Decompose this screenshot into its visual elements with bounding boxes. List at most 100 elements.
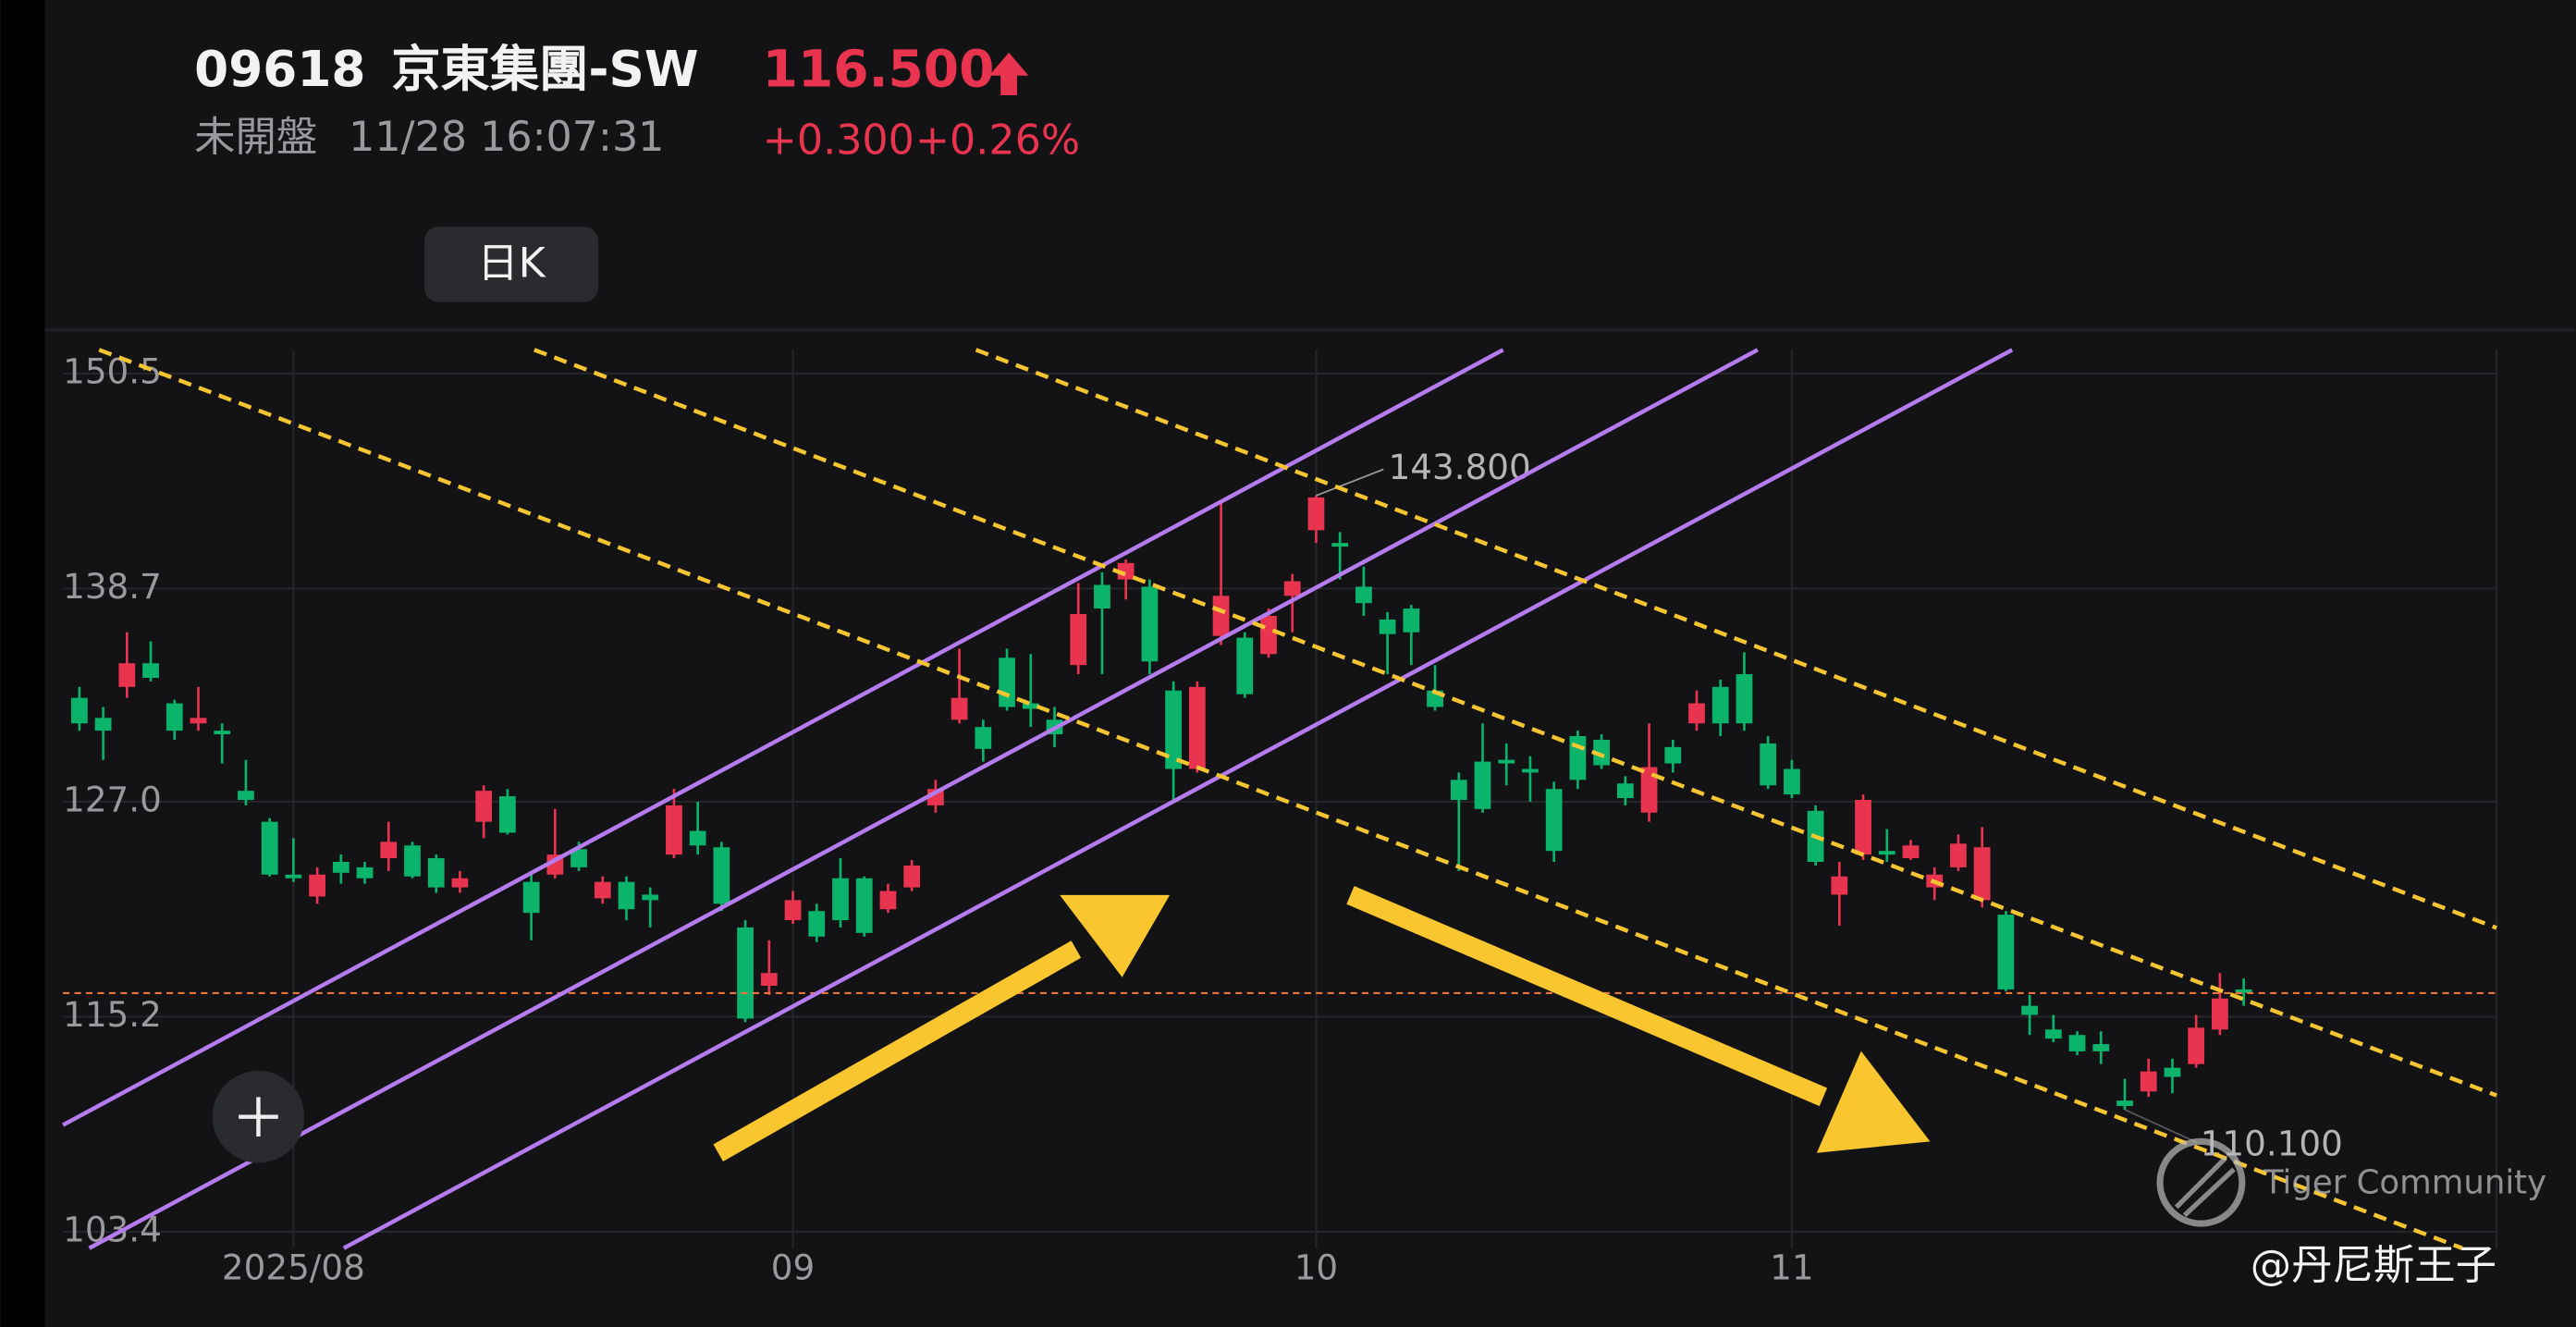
candle-body xyxy=(2164,1067,2181,1077)
timestamp: 11/28 16:07:31 xyxy=(349,114,664,161)
candle-body xyxy=(689,830,706,846)
candle-body xyxy=(1307,497,1325,531)
annotation-leader xyxy=(2124,1109,2198,1144)
candle-body xyxy=(1403,608,1420,633)
candle-body xyxy=(2044,1029,2062,1039)
arrow-head xyxy=(1060,894,1171,977)
period-button-label[interactable]: 日K xyxy=(477,240,546,288)
x-tick-label: 11 xyxy=(1770,1247,1813,1287)
arrow-head xyxy=(1816,1051,1931,1153)
candle-body xyxy=(1522,768,1539,773)
watermark-author: @丹尼斯王子 xyxy=(2251,1242,2496,1289)
candle-body xyxy=(1711,686,1729,724)
y-tick-label: 138.7 xyxy=(63,566,162,607)
watermark-logo xyxy=(2156,1137,2246,1227)
x-tick-label: 09 xyxy=(771,1247,815,1287)
candle-body xyxy=(380,842,398,859)
candle-body xyxy=(2212,998,2228,1030)
trend-drawings xyxy=(62,348,2497,1250)
candle-body xyxy=(1545,789,1563,852)
trend-line xyxy=(62,348,1504,1127)
candle-body xyxy=(522,881,540,914)
y-tick-label: 150.5 xyxy=(63,350,162,391)
price-change-pct: +0.26% xyxy=(915,117,1080,165)
y-tick-label: 127.0 xyxy=(63,779,162,819)
candle-body xyxy=(1165,690,1182,769)
candle-body xyxy=(1760,743,1777,786)
annotation-leader xyxy=(1316,468,1384,497)
candle-body xyxy=(618,881,635,910)
candle-body xyxy=(999,657,1015,707)
annotation-label: 143.800 xyxy=(1389,447,1531,487)
candle-body xyxy=(1997,915,2015,989)
candle-body xyxy=(1260,615,1277,655)
candle-body xyxy=(1784,768,1800,795)
candle-body xyxy=(427,858,445,888)
candle-body xyxy=(1688,703,1705,724)
up-arrow-icon xyxy=(988,52,1029,96)
watermark-brand: Tiger Community xyxy=(2263,1163,2546,1201)
candle-body xyxy=(1498,759,1515,764)
candle-body xyxy=(594,881,611,899)
candle-body xyxy=(404,845,421,877)
stock-code: 09618 xyxy=(194,41,365,98)
candle-body xyxy=(309,874,325,897)
candle-body xyxy=(808,911,826,937)
candle-body xyxy=(118,663,136,687)
candle-body xyxy=(975,727,992,749)
candle-body xyxy=(1188,686,1206,769)
channel-line xyxy=(98,348,2463,1250)
candle-body xyxy=(451,878,469,888)
channel-line xyxy=(534,348,2497,1098)
candle-body xyxy=(2116,1100,2133,1107)
candle-body xyxy=(214,731,231,735)
candle-body xyxy=(94,718,112,731)
candle-body xyxy=(1212,596,1230,636)
candle-body xyxy=(2235,989,2252,993)
candle-body xyxy=(1950,843,1967,867)
candle-body xyxy=(1379,619,1396,634)
candle-body xyxy=(1474,761,1491,809)
candle-body xyxy=(2092,1044,2110,1051)
price: 116.500 xyxy=(763,39,995,98)
watermark-logo-mark xyxy=(2174,1156,2236,1218)
price-change: +0.300 xyxy=(763,117,914,165)
candle-body xyxy=(784,900,802,921)
candle-body xyxy=(238,791,254,801)
candle-body xyxy=(1355,586,1372,604)
candle-body xyxy=(713,847,730,904)
candle-body xyxy=(2021,1005,2039,1015)
candle-body xyxy=(737,927,754,1019)
candle-body xyxy=(1593,739,1610,766)
channel-line xyxy=(975,348,2497,930)
candle-body xyxy=(1664,746,1682,764)
period-button[interactable] xyxy=(423,227,599,302)
candle-body xyxy=(1616,783,1634,799)
trend-line xyxy=(342,348,2014,1250)
candle-body xyxy=(832,878,849,921)
candle-body xyxy=(1831,876,1848,895)
candle-body xyxy=(1569,736,1587,780)
x-tick-label: 10 xyxy=(1294,1247,1338,1287)
candle-body xyxy=(2068,1035,2086,1051)
candle-body xyxy=(1283,581,1301,596)
candle-body xyxy=(903,865,921,888)
candle-body xyxy=(879,891,897,910)
candle-body xyxy=(1236,637,1254,694)
candle-body xyxy=(356,866,374,879)
candle-body xyxy=(666,805,682,855)
candle-body xyxy=(642,894,659,901)
add-icon[interactable] xyxy=(239,1097,278,1137)
candle-body xyxy=(1117,562,1135,580)
candle-body xyxy=(1022,703,1039,709)
candle-body xyxy=(142,663,159,678)
candle-body xyxy=(760,973,778,986)
candle-body xyxy=(951,697,968,720)
candle-body xyxy=(70,697,88,724)
candle-body xyxy=(2188,1027,2205,1064)
candle-body xyxy=(1070,614,1087,666)
candle-body xyxy=(855,878,873,933)
